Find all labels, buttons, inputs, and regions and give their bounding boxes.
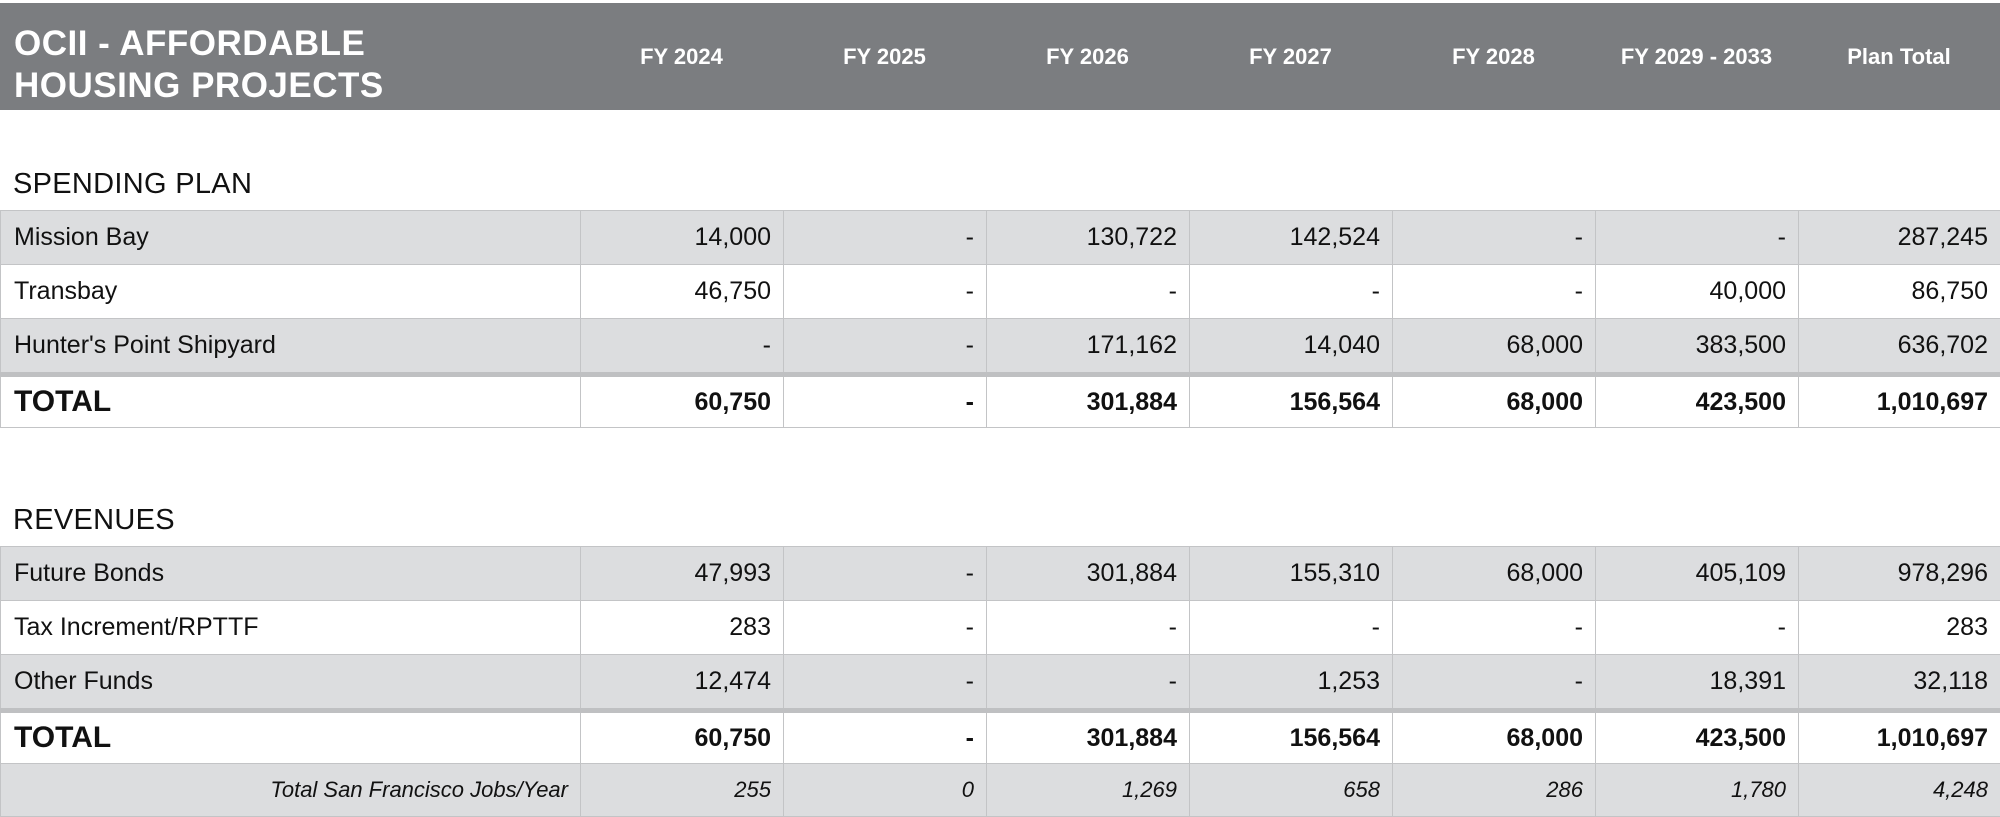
cell: 636,702: [1798, 318, 2000, 375]
cell: -: [783, 210, 987, 265]
cell: 383,500: [1595, 318, 1799, 375]
total-cell: 156,564: [1189, 710, 1393, 764]
total-label: TOTAL: [0, 710, 581, 764]
revenues-table: Future Bonds 47,993 - 301,884 155,310 68…: [0, 546, 2000, 817]
cell: 18,391: [1595, 654, 1799, 711]
spending-table: Mission Bay 14,000 - 130,722 142,524 - -…: [0, 210, 2000, 428]
row-label: Hunter's Point Shipyard: [0, 318, 581, 375]
table-row: Other Funds 12,474 - - 1,253 - 18,391 32…: [0, 654, 2000, 711]
cell: 130,722: [986, 210, 1190, 265]
total-cell: -: [783, 374, 987, 428]
table-row: Future Bonds 47,993 - 301,884 155,310 68…: [0, 546, 2000, 601]
cell: -: [580, 318, 784, 375]
cell: 142,524: [1189, 210, 1393, 265]
cell: -: [1392, 654, 1596, 711]
column-header-fy2025: FY 2025: [843, 43, 926, 69]
table-row: Tax Increment/RPTTF 283 - - - - - 283: [0, 600, 2000, 655]
section-title-revenues: REVENUES: [13, 504, 175, 536]
cell: 86,750: [1798, 264, 2000, 319]
section-title-spending: SPENDING PLAN: [13, 168, 253, 200]
total-cell: 1,010,697: [1798, 374, 2000, 428]
jobs-label: Total San Francisco Jobs/Year: [0, 763, 581, 817]
cell: 14,040: [1189, 318, 1393, 375]
column-header-fy2024: FY 2024: [640, 43, 723, 69]
row-label: Future Bonds: [0, 546, 581, 601]
jobs-cell: 658: [1189, 763, 1393, 817]
table-header: OCII - AFFORDABLE HOUSING PROJECTS FY 20…: [0, 3, 2000, 110]
jobs-row: Total San Francisco Jobs/Year 255 0 1,26…: [0, 763, 2000, 817]
cell: 12,474: [580, 654, 784, 711]
total-cell: 60,750: [580, 710, 784, 764]
cell: 46,750: [580, 264, 784, 319]
jobs-cell: 4,248: [1798, 763, 2000, 817]
cell: -: [986, 600, 1190, 655]
cell: 978,296: [1798, 546, 2000, 601]
page-title: OCII - AFFORDABLE HOUSING PROJECTS: [14, 23, 554, 107]
total-cell: 423,500: [1595, 374, 1799, 428]
column-header-fy2027: FY 2027: [1249, 43, 1332, 69]
cell: 47,993: [580, 546, 784, 601]
title-line-2: HOUSING PROJECTS: [14, 66, 384, 105]
cell: 14,000: [580, 210, 784, 265]
total-cell: 301,884: [986, 374, 1190, 428]
cell: -: [1189, 264, 1393, 319]
cell: -: [783, 654, 987, 711]
cell: 283: [1798, 600, 2000, 655]
total-row: TOTAL 60,750 - 301,884 156,564 68,000 42…: [0, 374, 2000, 428]
cell: 155,310: [1189, 546, 1393, 601]
jobs-cell: 1,269: [986, 763, 1190, 817]
total-cell: 60,750: [580, 374, 784, 428]
cell: -: [986, 264, 1190, 319]
cell: 68,000: [1392, 318, 1596, 375]
total-cell: 1,010,697: [1798, 710, 2000, 764]
cell: 301,884: [986, 546, 1190, 601]
column-header-fy2028: FY 2028: [1452, 43, 1535, 69]
cell: 287,245: [1798, 210, 2000, 265]
cell: -: [783, 318, 987, 375]
title-line-1: OCII - AFFORDABLE: [14, 24, 366, 63]
cell: 171,162: [986, 318, 1190, 375]
cell: -: [1392, 264, 1596, 319]
cell: -: [783, 600, 987, 655]
jobs-cell: 286: [1392, 763, 1596, 817]
column-header-fy2029-2033: FY 2029 - 2033: [1620, 43, 1773, 69]
cell: -: [1392, 210, 1596, 265]
row-label: Transbay: [0, 264, 581, 319]
total-cell: 68,000: [1392, 374, 1596, 428]
column-header-fy2026: FY 2026: [1046, 43, 1129, 69]
total-cell: 156,564: [1189, 374, 1393, 428]
table-row: Mission Bay 14,000 - 130,722 142,524 - -…: [0, 210, 2000, 265]
total-cell: -: [783, 710, 987, 764]
cell: -: [1189, 600, 1393, 655]
cell: 68,000: [1392, 546, 1596, 601]
cell: -: [783, 264, 987, 319]
table-row: Transbay 46,750 - - - - 40,000 86,750: [0, 264, 2000, 319]
jobs-cell: 255: [580, 763, 784, 817]
total-row: TOTAL 60,750 - 301,884 156,564 68,000 42…: [0, 710, 2000, 764]
cell: 283: [580, 600, 784, 655]
cell: -: [1595, 600, 1799, 655]
cell: 32,118: [1798, 654, 2000, 711]
cell: -: [1392, 600, 1596, 655]
column-header-plan-total: Plan Total: [1847, 43, 1951, 69]
row-label: Other Funds: [0, 654, 581, 711]
cell: 405,109: [1595, 546, 1799, 601]
table-row: Hunter's Point Shipyard - - 171,162 14,0…: [0, 318, 2000, 375]
cell: -: [1595, 210, 1799, 265]
cell: 40,000: [1595, 264, 1799, 319]
total-cell: 301,884: [986, 710, 1190, 764]
row-label: Mission Bay: [0, 210, 581, 265]
jobs-cell: 0: [783, 763, 987, 817]
total-label: TOTAL: [0, 374, 581, 428]
cell: -: [783, 546, 987, 601]
cell: 1,253: [1189, 654, 1393, 711]
cell: -: [986, 654, 1190, 711]
jobs-cell: 1,780: [1595, 763, 1799, 817]
total-cell: 423,500: [1595, 710, 1799, 764]
total-cell: 68,000: [1392, 710, 1596, 764]
row-label: Tax Increment/RPTTF: [0, 600, 581, 655]
